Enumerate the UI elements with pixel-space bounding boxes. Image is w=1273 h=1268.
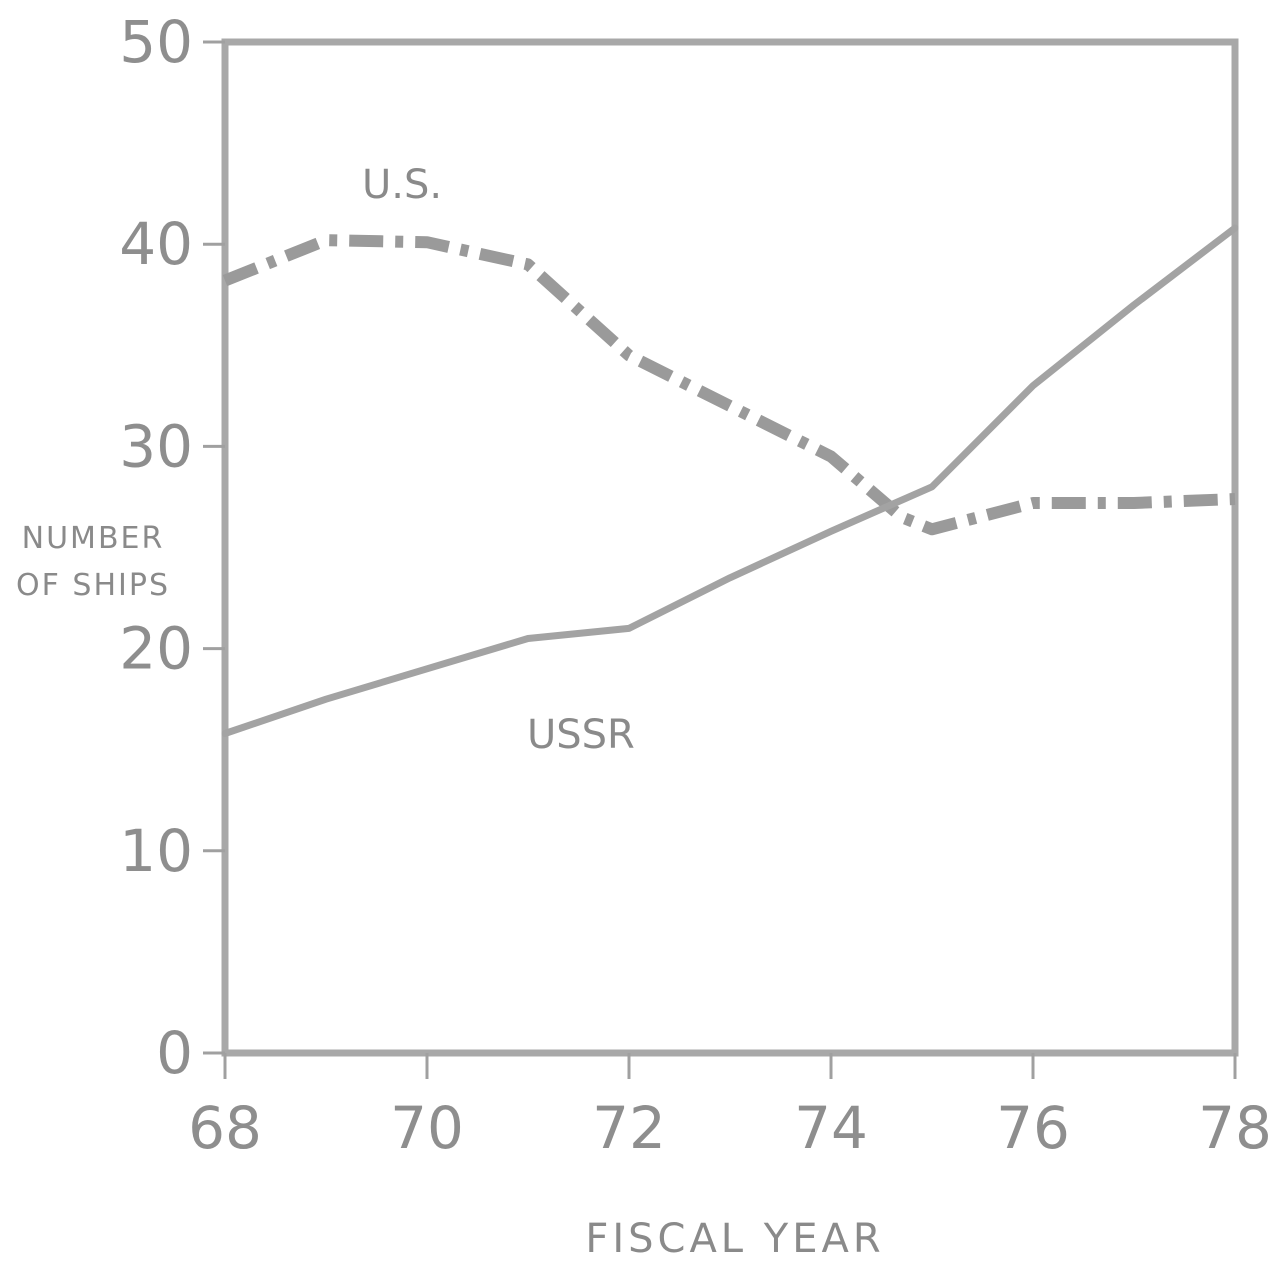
x-tick-label: 68: [188, 1094, 262, 1162]
x-tick-label: 72: [592, 1094, 666, 1162]
y-axis-title-line-2: OF SHIPS: [16, 568, 170, 603]
y-axis: 0 10 20 30 40 50: [119, 8, 225, 1087]
series-line-us: [222, 234, 1236, 536]
y-tick-label: 50: [119, 8, 193, 76]
x-tick-label: 76: [996, 1094, 1070, 1162]
x-tick-label: 74: [794, 1094, 868, 1162]
y-tick-label: 30: [119, 412, 193, 480]
y-tick-label: 10: [119, 817, 193, 885]
plot-border: [221, 38, 1239, 1057]
y-axis-title-line-1: NUMBER: [22, 521, 165, 556]
x-axis: 68 70 72 74 76 78: [188, 1053, 1272, 1162]
y-tick-label: 20: [119, 615, 193, 683]
series-label-ussr: USSR: [527, 712, 635, 758]
plot-frame: [221, 38, 1239, 1057]
x-tick-label: 70: [390, 1094, 464, 1162]
x-tick-label: 78: [1198, 1094, 1272, 1162]
x-axis-title: FISCAL YEAR: [585, 1216, 884, 1262]
y-tick-label: 0: [156, 1019, 193, 1087]
series-label-us: U.S.: [362, 162, 442, 208]
series-line-ussr: [221, 224, 1239, 737]
y-tick-label: 40: [119, 210, 193, 278]
series-layer: [221, 224, 1239, 737]
